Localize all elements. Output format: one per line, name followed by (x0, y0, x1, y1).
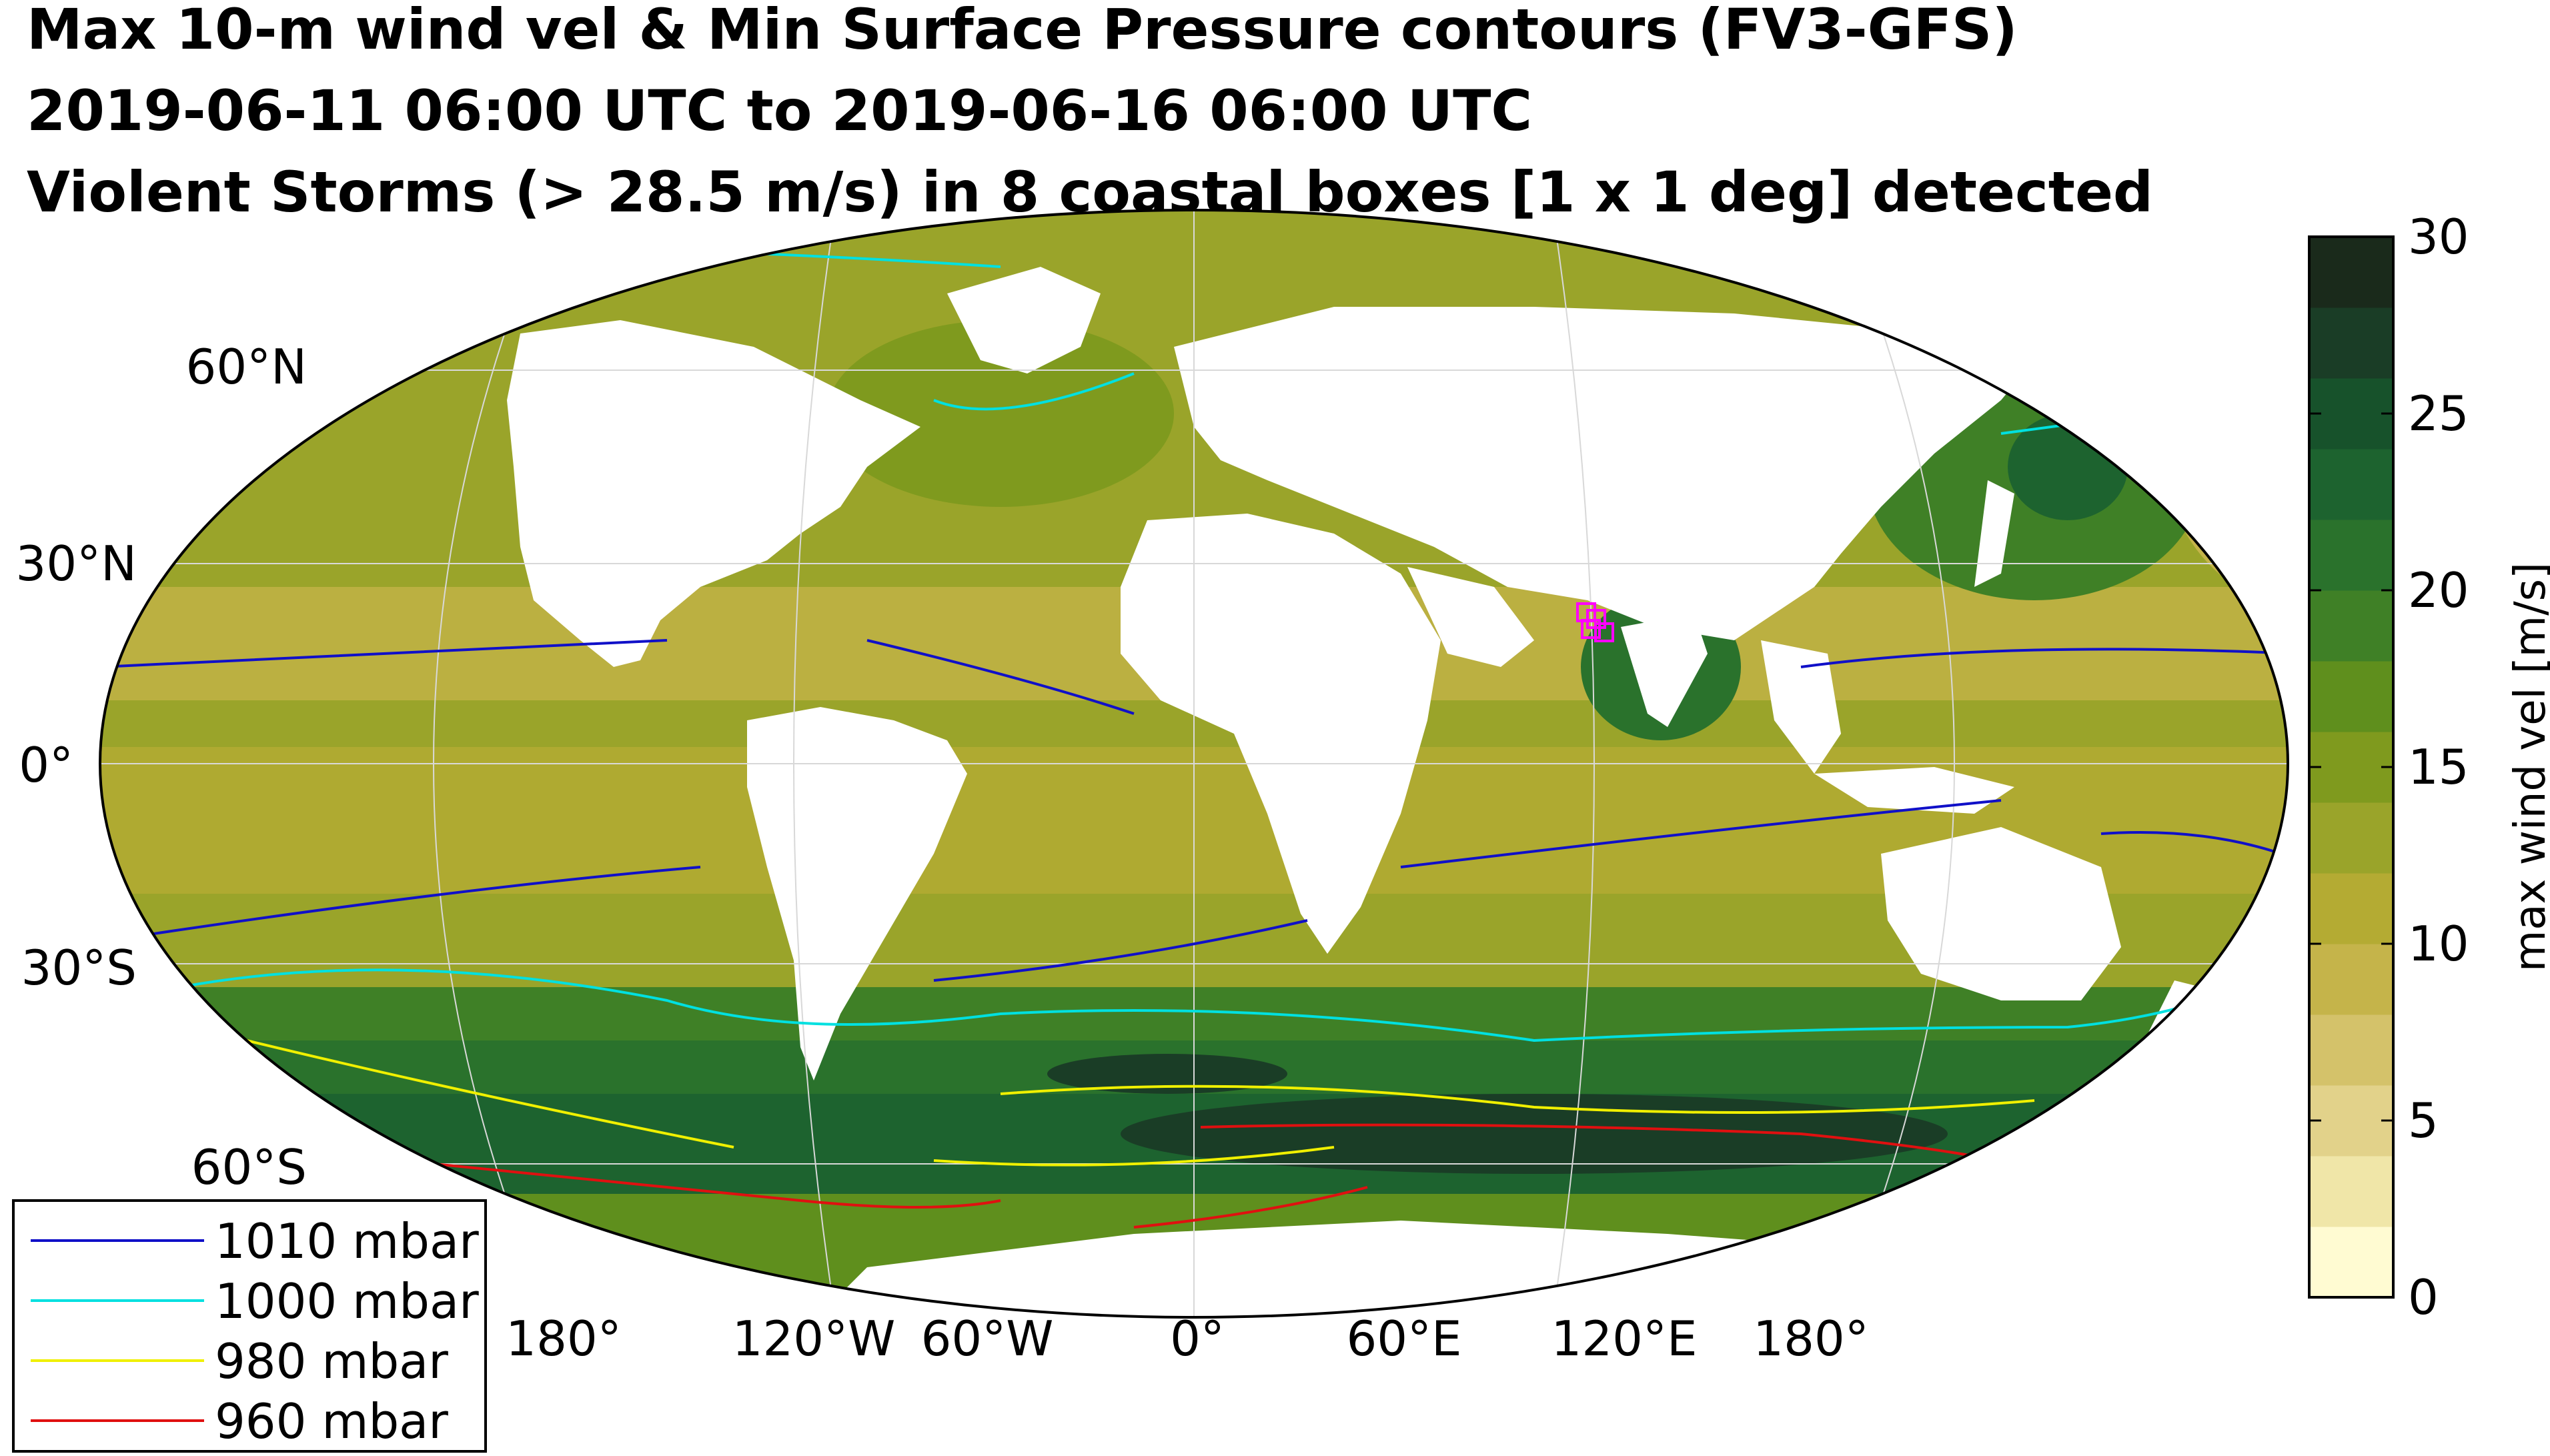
legend-item-960: 960 mbar (15, 1391, 484, 1451)
colorbar-segment (2309, 590, 2393, 662)
legend-label-1000: 1000 mbar (215, 1273, 479, 1329)
legend-swatch-1000 (31, 1299, 204, 1302)
colorbar-segment (2309, 802, 2393, 874)
colorbar-tick-label: 20 (2408, 562, 2469, 618)
colorbar-tick-label: 15 (2408, 739, 2469, 795)
lon-label-120w: 120°W (732, 1311, 896, 1367)
colorbar-segment (2309, 307, 2393, 379)
southern-core (1121, 1094, 1948, 1174)
colorbar-tick-label: 30 (2408, 209, 2469, 265)
title-line-2: 2019-06-11 06:00 UTC to 2019-06-16 06:00… (27, 78, 1533, 143)
colorbar-segment (2309, 732, 2393, 803)
title-line-3: Violent Storms (> 28.5 m/s) in 8 coastal… (27, 159, 2154, 225)
north-america (507, 320, 920, 667)
colorbar-ticks: 0 5 10 15 20 25 30 (2309, 209, 2469, 1325)
colorbar-segment (2309, 1156, 2393, 1227)
colorbar-segment (2309, 661, 2393, 732)
colorbar (2309, 237, 2393, 1298)
se-asia (1761, 640, 1841, 774)
lat-label-30s: 30°S (21, 940, 137, 996)
lon-label-60w: 60°W (921, 1311, 1054, 1367)
colorbar-segment (2309, 944, 2393, 1015)
india (1621, 614, 1708, 727)
contour-1000 (179, 966, 2283, 1042)
contour-980 (246, 1039, 2035, 1167)
colorbar-segment (2309, 378, 2393, 450)
contour-1010-south (153, 799, 2282, 982)
lon-label-180w: 180° (506, 1311, 621, 1367)
colorbar-segment (2309, 520, 2393, 591)
legend-item-980: 980 mbar (15, 1331, 484, 1391)
pressure-contours (100, 245, 2288, 1229)
eurasia (1174, 307, 2034, 640)
legend-label-960: 960 mbar (215, 1393, 448, 1449)
contour-1010-north (100, 639, 2288, 715)
n-atlantic-wind (827, 320, 1174, 507)
colorbar-title: max wind vel [m/s] (2506, 562, 2550, 972)
storm-box (1594, 622, 1614, 642)
colorbar-segment (2309, 449, 2393, 520)
graticule (100, 210, 2288, 1317)
storm-boxes (1576, 602, 1614, 642)
japan (1974, 480, 2014, 587)
title-line-1: Max 10-m wind vel & Min Surface Pressure… (27, 0, 2018, 62)
colorbar-segment (2309, 1014, 2393, 1086)
colorbar-segment (2309, 1085, 2393, 1157)
africa (1121, 514, 1441, 954)
lat-label-equator: 0° (19, 737, 73, 793)
colorbar-tick-label: 0 (2408, 1269, 2439, 1325)
australia (1881, 827, 2121, 1000)
lon-label-0: 0° (1170, 1311, 1225, 1367)
lat-label-60s: 60°S (191, 1139, 307, 1195)
legend-swatch-1010 (31, 1239, 204, 1242)
map-frame (99, 209, 2289, 1319)
colorbar-tick-label: 5 (2408, 1093, 2439, 1149)
storm-box (1581, 619, 1601, 639)
legend-item-1010: 1010 mbar (15, 1211, 484, 1271)
colorbar-segment (2309, 1227, 2393, 1298)
indonesia (1814, 767, 2014, 814)
south-america (747, 707, 967, 1080)
colorbar-segment (2309, 873, 2393, 944)
colorbar-segment (2309, 237, 2393, 308)
lat-label-60n: 60°N (186, 339, 307, 395)
wind-field (100, 210, 2288, 1317)
colorbar-tick-label: 10 (2408, 916, 2469, 972)
lon-label-60e: 60°E (1346, 1311, 1461, 1367)
colorbar-tick-label: 25 (2408, 386, 2469, 442)
legend-label-980: 980 mbar (215, 1333, 448, 1389)
greenland (947, 267, 1101, 374)
legend-swatch-980 (31, 1359, 204, 1362)
legend-swatch-960 (31, 1419, 204, 1422)
legend-label-1010: 1010 mbar (215, 1213, 479, 1269)
legend-item-1000: 1000 mbar (15, 1271, 484, 1331)
southern-core-2 (1047, 1054, 1287, 1094)
arabia (1407, 567, 1534, 667)
lon-label-120e: 120°E (1551, 1311, 1698, 1367)
lat-label-30n: 30°N (16, 536, 137, 592)
lon-label-180e: 180° (1753, 1311, 1868, 1367)
pressure-legend: 1010 mbar 1000 mbar 980 mbar 960 mbar (12, 1199, 487, 1453)
